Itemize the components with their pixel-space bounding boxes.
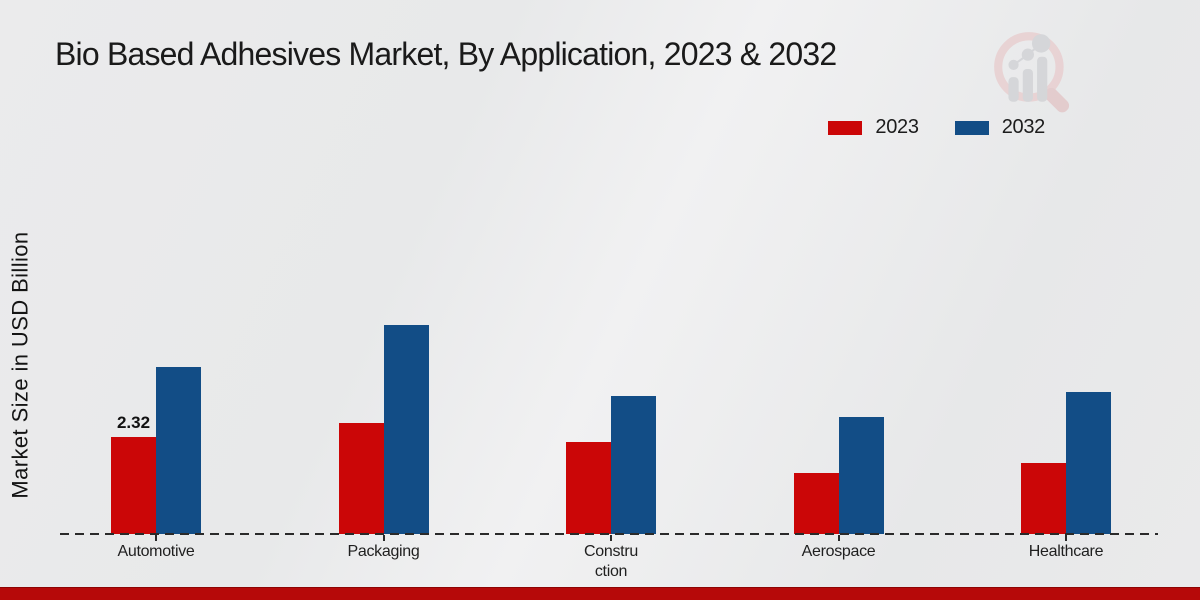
x-axis-tick [837, 535, 840, 541]
category-label-automotive: Automotive [117, 543, 195, 560]
bar-2023-automotive [111, 437, 156, 534]
legend-item-2032: 2032 [954, 116, 1046, 139]
plot-area: Automotive Packaging Constru ction Aerospac… [60, 294, 1158, 580]
bar-2032-automotive [156, 367, 201, 534]
bar-2032-packaging [383, 325, 429, 534]
legend-item-2023: 2023 [828, 116, 919, 139]
legend-swatch-2032 [954, 120, 989, 135]
y-axis-label: Market Size in USD Billion [8, 231, 33, 499]
legend: 2023 2032 [828, 116, 1045, 139]
category-label-healthcare: Healthcare [1028, 543, 1104, 560]
legend-label-2032: 2032 [1001, 116, 1046, 138]
bar-2023-construction [566, 442, 611, 534]
x-axis-dashed-line [60, 533, 1158, 535]
bar-value-label: 2.32 [116, 413, 151, 432]
bar-2032-healthcare [1066, 392, 1111, 534]
bar-2023-packaging [338, 423, 384, 534]
chart-title: Bio Based Adhesives Market, By Applicati… [55, 36, 837, 72]
y-axis-label-container: Market Size in USD Billion [0, 130, 42, 600]
x-axis-tick [382, 535, 385, 541]
x-axis-tick [155, 535, 157, 541]
magnifier-bar-chart-watermark-icon [994, 32, 1070, 113]
x-axis-tick [610, 535, 612, 541]
category-label-construction: Constru ction [584, 543, 638, 580]
bar-2032-aerospace [838, 417, 884, 534]
category-label-aerospace: Aerospace [801, 543, 876, 560]
legend-label-2023: 2023 [875, 116, 919, 138]
x-axis-tick [1065, 535, 1067, 541]
legend-swatch-2023 [828, 120, 863, 135]
bottom-red-band [0, 587, 1200, 600]
bar-2032-construction [611, 396, 656, 534]
bar-2023-aerospace [793, 473, 839, 534]
bar-2023-healthcare [1021, 463, 1066, 534]
category-label-packaging: Packaging [347, 543, 420, 560]
